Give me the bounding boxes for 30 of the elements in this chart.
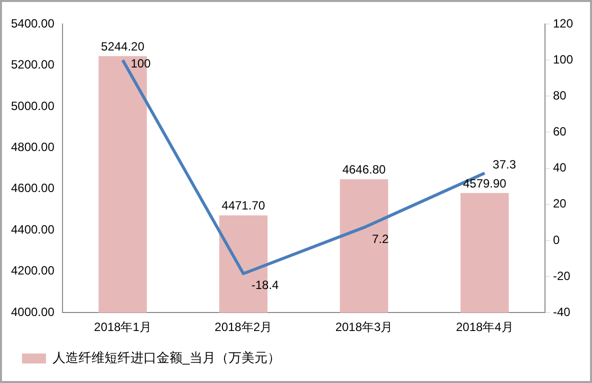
- data-label: 100: [130, 56, 152, 70]
- y2-tick-label: 60: [552, 124, 567, 139]
- x-tick-label: 2018年3月: [335, 320, 393, 334]
- data-label: 4579.90: [462, 176, 507, 190]
- data-label: 5244.20: [101, 39, 145, 54]
- data-label: 4646.80: [342, 162, 386, 177]
- y2-tick-label: 100: [552, 52, 574, 66]
- y2-tick-label: -40: [552, 304, 571, 319]
- y-tick-label: 4600.00: [10, 181, 55, 196]
- y-tick-label: 4400.00: [10, 222, 55, 236]
- x-tick-label: 2018年1月: [94, 320, 152, 334]
- y2-tick-label: 20: [552, 196, 567, 211]
- y2-tick-label: 0: [552, 232, 560, 247]
- y2-tick-label: 120: [552, 16, 574, 30]
- y-tick-label: 5200.00: [10, 58, 55, 72]
- data-label: 4471.70: [222, 198, 266, 213]
- y-tick-label: 5000.00: [10, 98, 55, 113]
- x-tick-label: 2018年2月: [214, 320, 272, 334]
- y-tick-label: 4000.00: [10, 304, 55, 319]
- legend-label: 人造纤维短纤进口金额_当月（万美元）: [52, 350, 281, 366]
- y-tick-label: 5400.00: [10, 16, 55, 30]
- data-label: 37.3: [492, 157, 516, 172]
- data-label: -18.4: [251, 278, 280, 292]
- data-label: 7.2: [372, 232, 390, 246]
- y-tick-label: 4800.00: [10, 140, 55, 154]
- y2-tick-label: -20: [552, 268, 571, 283]
- y2-tick-label: 40: [552, 160, 567, 175]
- y-tick-label: 4200.00: [10, 264, 55, 278]
- x-tick-label: 2018年4月: [456, 320, 514, 334]
- y2-tick-label: 80: [552, 88, 567, 102]
